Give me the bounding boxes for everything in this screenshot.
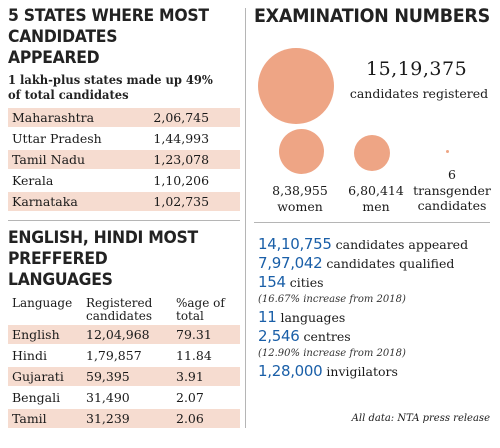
state-name: Maharashtra [8,108,144,127]
language-language: Gujarati [8,367,82,386]
col-registered: Registered candidates [86,296,153,323]
state-value: 1,23,078 [143,150,240,169]
stat-number: 11 [258,308,277,326]
stat-text: cities [289,275,324,290]
language-registered: 31,490 [86,390,130,405]
stat-text: candidates qualified [326,256,455,271]
states-subtitle: 1 lakh-plus states made up 49% of total … [8,72,213,102]
states-section: 5 STATES WHERE MOST CANDIDATES APPEARED … [8,6,240,213]
stat-note: (12.90% increase from 2018) [258,348,406,359]
right-divider [254,222,490,223]
col-language: Language [12,296,73,310]
languages-section: ENGLISH, HINDI MOST PREFFERED LANGUAGES … [8,228,240,430]
language-pct: 79.31 [172,325,240,344]
language-registered: 59,395 [82,367,172,386]
state-row: Karnataka 1,02,735 [8,192,240,211]
left-divider [8,220,240,221]
stat-number: 7,97,042 [258,254,323,272]
stat-text: invigilators [326,364,398,379]
men-value: 6,80,414 [348,183,404,198]
stat-line: 11 languages [258,309,494,326]
language-language: Bengali [12,390,61,405]
men-label: men [362,199,390,214]
language-language: Hindi [12,348,47,363]
stat-text: languages [280,310,346,325]
languages-table: Language Registered candidates %age of t… [8,295,240,430]
language-language: Tamil [8,409,82,428]
stat-number: 154 [258,273,286,291]
stat-text: centres [303,329,351,344]
language-pct: 2.06 [172,409,240,428]
stat-note: (16.67% increase from 2018) [258,294,406,305]
transgender-value: 6 [448,167,456,182]
bubble-registered [258,48,334,124]
col-pct: %age of total [176,296,225,323]
stats-list: 14,10,755 candidates appeared 7,97,042 ca… [258,236,494,382]
state-row: Tamil Nadu 1,23,078 [8,150,240,169]
language-pct: 2.07 [176,390,204,405]
state-value: 2,06,745 [143,108,240,127]
language-row: Tamil 31,239 2.06 [8,409,240,428]
state-row: Uttar Pradesh 1,44,993 [8,129,240,148]
stat-line: 7,97,042 candidates qualified [258,255,494,272]
language-registered: 31,239 [82,409,172,428]
language-language: English [8,325,82,344]
stat-number: 2,546 [258,327,300,345]
bubble-transgender [446,150,449,153]
state-name: Karnataka [8,192,144,211]
language-pct: 3.91 [172,367,240,386]
bubble-men [354,135,390,171]
language-row: English 12,04,968 79.31 [8,325,240,344]
stat-line: 14,10,755 candidates appeared [258,236,494,253]
state-value: 1,10,206 [153,173,210,188]
stat-line: 154 cities [258,274,494,291]
women-label: women [277,199,323,214]
stat-line: 1,28,000 invigilators [258,363,494,380]
stat-number: 1,28,000 [258,362,323,380]
stat-text: candidates appeared [335,237,469,252]
transgender-label: transgender candidates [413,183,491,213]
language-row: Bengali 31,490 2.07 [8,388,240,407]
states-title: 5 STATES WHERE MOST CANDIDATES APPEARED [8,6,209,68]
registered-value: 15,19,375 [366,58,468,80]
language-row: Gujarati 59,395 3.91 [8,367,240,386]
state-name: Uttar Pradesh [12,131,102,146]
states-table: Maharashtra 2,06,745 Uttar Pradesh 1,44,993… [8,106,240,213]
state-row: Kerala 1,10,206 [8,171,240,190]
exam-title: EXAMINATION NUMBERS [254,5,490,27]
vertical-divider [245,8,246,428]
state-value: 1,44,993 [153,131,210,146]
languages-title: ENGLISH, HINDI MOST PREFFERED LANGUAGES [8,228,198,290]
language-registered: 12,04,968 [82,325,172,344]
state-name: Kerala [12,173,54,188]
state-name: Tamil Nadu [8,150,144,169]
exam-section: EXAMINATION NUMBERS [254,6,494,27]
state-value: 1,02,735 [143,192,240,211]
language-pct: 11.84 [176,348,212,363]
language-registered: 1,79,857 [86,348,142,363]
state-row: Maharashtra 2,06,745 [8,108,240,127]
stat-line: 2,546 centres [258,328,494,345]
bubble-women [279,129,324,174]
language-row: Hindi 1,79,857 11.84 [8,346,240,365]
women-value: 8,38,955 [272,183,328,198]
registered-label: candidates registered [349,86,489,101]
source-note: All data: NTA press release [351,413,490,424]
stat-number: 14,10,755 [258,235,332,253]
